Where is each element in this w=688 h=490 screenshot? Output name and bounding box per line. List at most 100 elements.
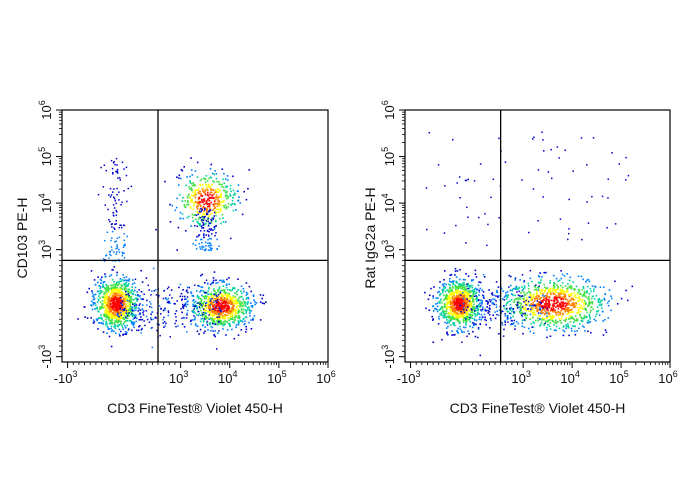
event-dot — [213, 293, 216, 296]
event-dot — [108, 296, 110, 298]
event-dot — [107, 208, 109, 211]
event-dot — [205, 175, 208, 177]
event-dot — [455, 301, 457, 304]
event-dot — [546, 316, 548, 318]
event-dot — [206, 203, 209, 206]
event-dot — [574, 304, 576, 307]
event-dot — [165, 322, 167, 325]
event-dot — [596, 310, 599, 313]
event-dot — [125, 166, 128, 169]
event-dot — [213, 205, 215, 207]
event-dot — [550, 307, 553, 309]
event-dot — [193, 184, 196, 187]
event-dot — [460, 310, 462, 312]
event-dot — [197, 284, 199, 287]
event-dot — [533, 322, 535, 324]
event-dot — [220, 306, 222, 308]
event-dot — [520, 312, 522, 315]
event-dot — [208, 228, 211, 230]
event-dot — [197, 203, 199, 205]
event-dot — [545, 271, 547, 274]
event-dot — [522, 298, 524, 300]
event-dot — [109, 287, 111, 290]
event-dot — [201, 294, 203, 297]
event-dot — [122, 317, 125, 319]
event-dot — [467, 307, 469, 310]
event-dot — [214, 202, 216, 204]
event-dot — [543, 322, 546, 325]
event-dot — [220, 320, 222, 323]
event-dot — [116, 237, 119, 239]
event-dot — [208, 318, 211, 321]
event-dot — [462, 315, 464, 318]
event-dot — [517, 294, 520, 296]
event-dot — [137, 329, 140, 332]
event-dot — [222, 295, 224, 298]
event-dot — [436, 308, 438, 311]
event-dot — [570, 286, 573, 289]
event-dot — [118, 288, 120, 291]
event-dot — [125, 281, 128, 284]
event-dot — [239, 202, 241, 204]
event-dot — [466, 298, 468, 300]
event-dot — [107, 298, 110, 301]
event-dot — [99, 287, 102, 290]
event-dot — [193, 308, 195, 310]
event-dot — [201, 317, 204, 320]
event-dot — [127, 187, 129, 190]
event-dot — [209, 304, 211, 306]
event-dot — [123, 168, 125, 170]
event-dot — [121, 279, 123, 281]
event-dot — [229, 316, 231, 319]
event-dot — [113, 227, 115, 229]
event-dot — [603, 286, 605, 288]
event-dot — [220, 279, 222, 282]
event-dot — [462, 305, 464, 308]
event-dot — [186, 289, 188, 291]
event-dot — [603, 299, 606, 301]
event-dot — [199, 291, 201, 293]
event-dot — [223, 288, 226, 291]
event-dot — [568, 311, 571, 313]
event-dot — [489, 317, 492, 320]
event-dot — [218, 295, 221, 298]
event-dot — [123, 289, 126, 291]
event-dot — [482, 316, 484, 318]
event-dot — [531, 298, 533, 300]
event-dot — [90, 317, 92, 319]
event-dot — [463, 310, 466, 313]
event-dot — [124, 294, 127, 296]
event-dot — [627, 174, 630, 177]
event-dot — [219, 217, 221, 220]
event-dot — [225, 286, 228, 289]
event-dot — [563, 325, 565, 327]
event-dot — [544, 297, 547, 300]
event-dot — [537, 317, 539, 320]
event-dot — [226, 278, 228, 281]
event-dot — [125, 319, 127, 322]
event-dot — [208, 196, 211, 199]
event-dot — [198, 302, 200, 304]
event-dot — [209, 313, 212, 315]
event-dot — [459, 328, 462, 331]
event-dot — [471, 309, 473, 311]
event-dot — [472, 295, 475, 298]
event-dot — [165, 298, 167, 300]
event-dot — [600, 304, 603, 306]
event-dot — [94, 308, 96, 310]
event-dot — [466, 319, 468, 322]
event-dot — [179, 283, 182, 286]
event-dot — [523, 281, 525, 283]
event-dot — [117, 310, 120, 312]
event-dot — [454, 310, 456, 313]
event-dot — [176, 300, 178, 302]
event-dot — [201, 218, 204, 220]
event-dot — [566, 289, 568, 291]
event-dot — [109, 305, 112, 308]
event-dot — [461, 301, 463, 304]
event-dot — [567, 309, 569, 312]
event-dot — [213, 181, 215, 183]
event-dot — [200, 215, 203, 218]
event-dot — [528, 310, 530, 312]
event-dot — [158, 294, 160, 297]
